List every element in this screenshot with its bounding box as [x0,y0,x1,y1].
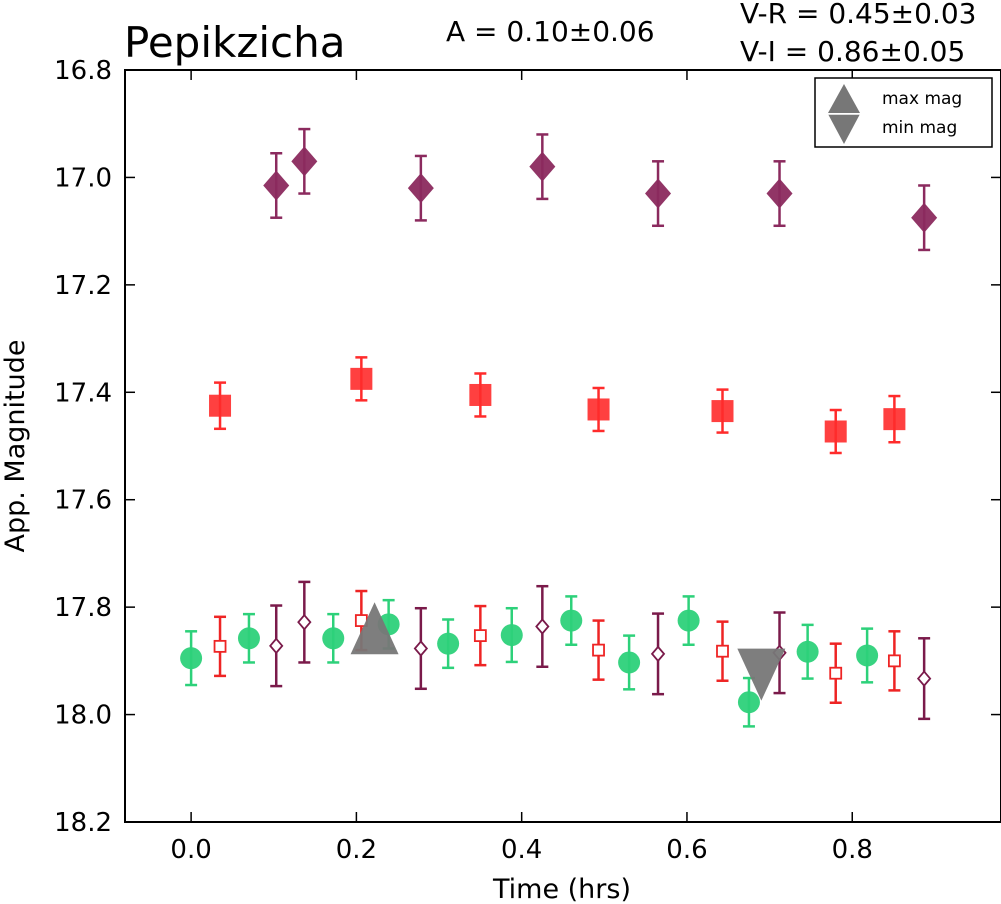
y-tick-label: 16.8 [54,56,112,86]
y-tick-label: 17.4 [54,378,112,408]
data-point-square [883,408,906,431]
min-mag-triangle-down [737,648,786,701]
chart-title: Pepikzicha [124,18,345,67]
y-tick-label: 17.6 [54,486,112,516]
data-point-circle [737,691,760,714]
data-point-circle [796,640,819,663]
data-point-open-square [887,654,901,668]
y-tick-label: 17.0 [54,163,112,193]
data-point-open-diamond [916,670,932,687]
x-tick-label: 0.0 [170,835,211,865]
data-point-circle [237,627,260,650]
data-point-diamond [766,178,793,209]
x-tick-label: 0.4 [501,835,542,865]
data-point-open-diamond [650,645,666,663]
y-tick-label: 18.0 [54,701,112,731]
data-point-circle [322,627,345,650]
y-tick-label: 17.2 [54,271,112,301]
data-point-open-diamond [413,640,429,657]
amplitude-annotation: A = 0.10±0.06 [446,15,655,48]
data-point-open-square [473,629,487,643]
data-point-square [711,400,734,423]
data-point-diamond [911,202,938,233]
data-point-circle [677,609,700,632]
data-point-square [350,367,373,390]
data-point-circle [618,651,641,674]
y-axis-label: App. Magnitude [0,340,31,553]
data-point-open-square [213,639,227,653]
data-point-open-diamond [297,613,312,631]
data-point-diamond [645,178,672,209]
data-point-square [469,383,492,406]
data-marks [180,127,938,728]
x-tick-label: 0.6 [666,835,707,865]
axis-ticks: 0.0 0.2 0.4 0.6 0.8 16.8 17.0 17.2 17.4 17.6 17.8 1… [54,56,1001,865]
data-point-diamond [263,170,290,201]
x-tick-label: 0.2 [336,835,377,865]
x-axis-label: Time (hrs) [492,874,631,904]
data-point-square [824,420,847,443]
data-point-open-square [829,666,843,680]
data-point-diamond [291,146,318,177]
data-point-open-square [716,644,729,658]
max-mag-triangle-up [350,602,399,655]
data-point-diamond [407,173,434,204]
data-point-square [209,394,232,417]
y-tick-label: 17.8 [54,593,112,623]
legend-triangle-up-icon [828,84,860,113]
data-point-circle [560,609,583,632]
legend: max mag min mag [814,77,993,148]
data-point-diamond [529,151,556,182]
data-point-open-diamond [269,637,284,655]
data-point-circle [437,632,460,655]
legend-label-min-mag: min mag [882,118,957,138]
data-point-circle [180,647,203,670]
v-minus-i-annotation: V-I = 0.86±0.05 [740,35,965,68]
x-tick-label: 0.8 [832,835,873,865]
data-point-open-square [592,643,605,657]
legend-label-max-mag: max mag [882,89,962,109]
data-point-circle [500,624,523,647]
data-point-square [587,398,610,421]
y-tick-label: 18.2 [54,808,112,838]
data-point-open-diamond [535,618,550,635]
data-point-circle [856,644,879,667]
legend-triangle-down-icon [828,114,860,144]
plot-frame [124,69,1001,823]
v-minus-r-annotation: V-R = 0.45±0.03 [740,0,976,30]
